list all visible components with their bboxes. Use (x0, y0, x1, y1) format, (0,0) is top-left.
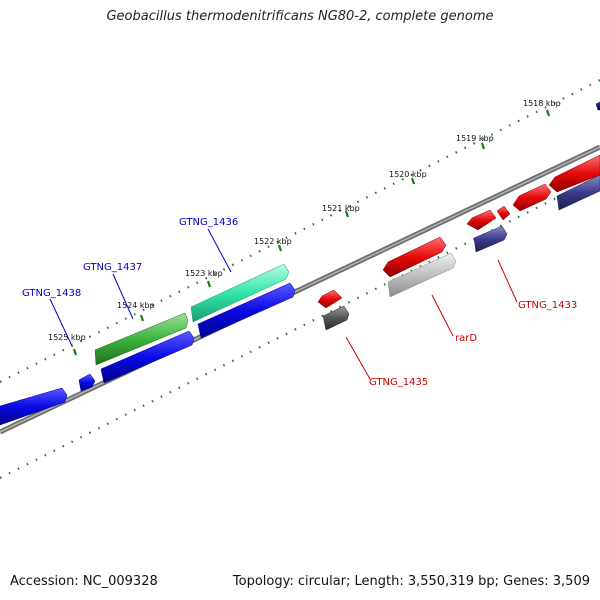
scale-label-1524: 1524 kbp (117, 301, 155, 310)
gene-gtng-1433-arrow[interactable] (473, 225, 508, 253)
gene-navy-top-arrow[interactable] (595, 101, 600, 111)
gene-label-gtng-1436[interactable]: GTNG_1436 (179, 217, 238, 228)
genome-summary-text: Topology: circular; Length: 3,550,319 bp… (232, 574, 590, 589)
major-ticks (72, 109, 551, 356)
scale-label-1522: 1522 kbp (254, 237, 292, 246)
gene-red-1-arrow[interactable] (317, 289, 343, 309)
gene-label-gtng-1435[interactable]: GTNG_1435 (369, 377, 428, 388)
gene-gtng-1437-arrow[interactable] (94, 312, 189, 366)
gene-red-6-arrow[interactable] (548, 154, 600, 193)
scale-label-1521: 1521 kbp (322, 204, 360, 213)
gene-gtng-1435-arrow[interactable] (322, 305, 350, 331)
inner-tick-ring (0, 175, 600, 479)
scale-label-1525: 1525 kbp (48, 333, 86, 342)
gene-gtng-1438-arrow[interactable] (0, 387, 68, 426)
gene-navy-right-arrow[interactable] (556, 174, 600, 211)
label-line-gtng-1437 (112, 273, 134, 320)
map-title: Geobacillus thermodenitrificans NG80-2, … (106, 9, 494, 24)
gene-red-3-arrow[interactable] (466, 209, 497, 231)
gene-blue-2-arrow[interactable] (100, 330, 195, 384)
gene-red-2-arrow[interactable] (382, 236, 447, 278)
gene-blue-3-arrow[interactable] (78, 373, 96, 392)
label-line-gtng-1435 (345, 336, 371, 380)
accession-text: Accession: NC_009328 (10, 574, 158, 589)
gene-blue-1-arrow[interactable] (197, 282, 296, 339)
gene-gtng-1436-arrow[interactable] (190, 263, 290, 323)
scale-label-1519: 1519 kbp (456, 134, 494, 143)
scale-label-1523: 1523 kbp (185, 269, 223, 278)
label-line-gtng-1433 (497, 259, 518, 303)
scale-label-1518: 1518 kbp (523, 99, 561, 108)
outer-tick-ring (0, 79, 600, 383)
label-line-rard (431, 294, 454, 337)
label-line-gtng-1436 (207, 228, 232, 273)
label-line-gtng-1438 (49, 298, 73, 347)
gene-red-5-arrow[interactable] (512, 183, 552, 212)
gene-label-rard[interactable]: rarD (455, 333, 477, 344)
scale-label-1520: 1520 kbp (389, 170, 427, 179)
gene-label-gtng-1437[interactable]: GTNG_1437 (83, 262, 142, 273)
gene-red-4-arrow[interactable] (496, 205, 511, 221)
gene-rard-arrow[interactable] (387, 252, 457, 298)
gene-label-gtng-1433[interactable]: GTNG_1433 (518, 300, 577, 311)
gene-label-gtng-1438[interactable]: GTNG_1438 (22, 288, 81, 299)
